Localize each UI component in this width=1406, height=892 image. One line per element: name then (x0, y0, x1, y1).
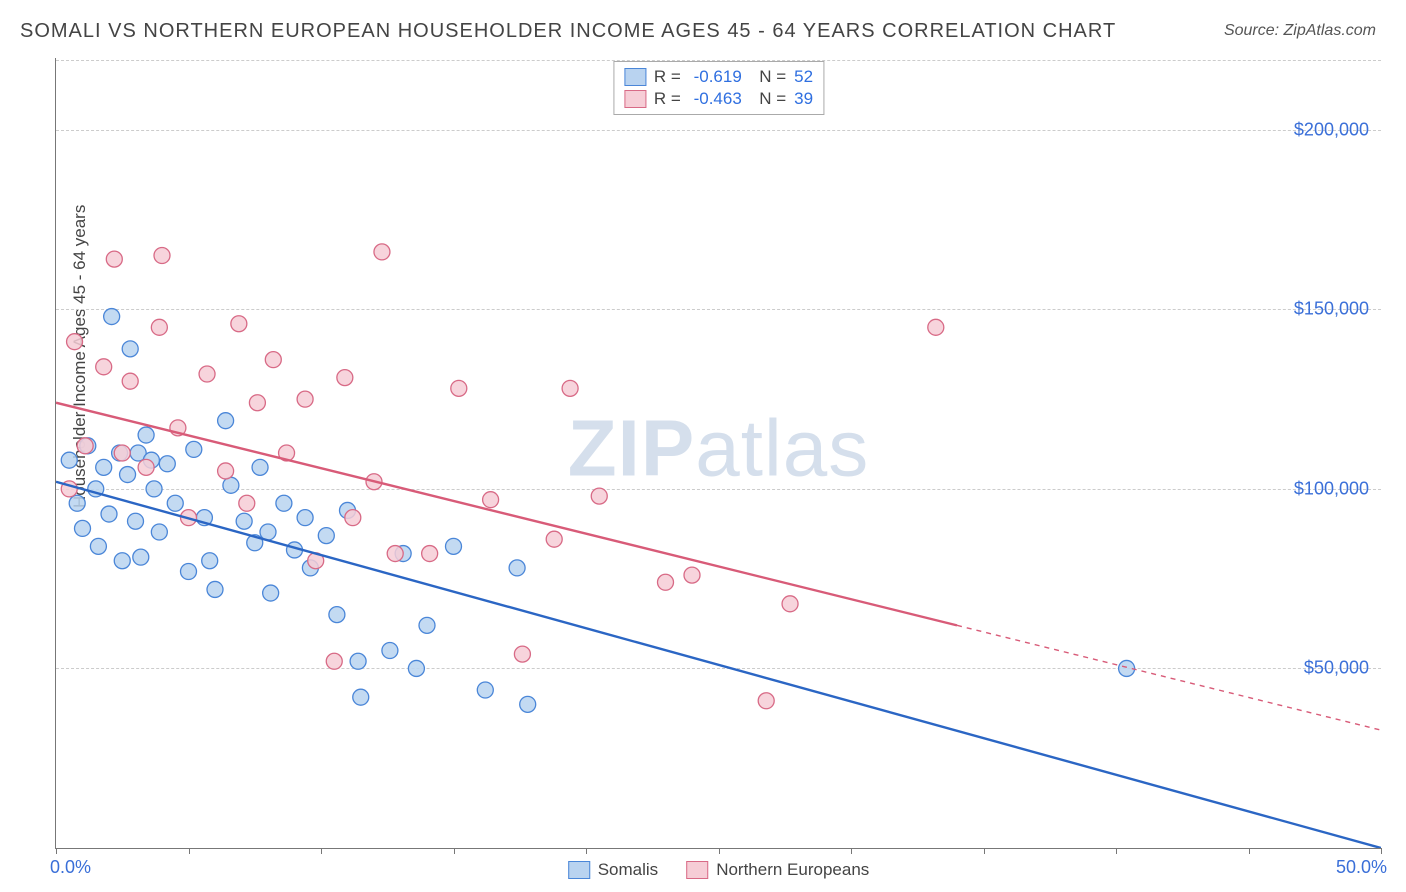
swatch-icon (624, 68, 646, 86)
legend-row-series-a: R = -0.619 N =52 (624, 66, 813, 88)
x-max-label: 50.0% (1336, 857, 1387, 878)
series-legend: Somalis Northern Europeans (568, 860, 870, 880)
swatch-icon (624, 90, 646, 108)
legend-item-northern-europeans: Northern Europeans (686, 860, 869, 880)
x-min-label: 0.0% (50, 857, 91, 878)
correlation-legend: R = -0.619 N =52 R = -0.463 N =39 (613, 61, 824, 115)
legend-row-series-b: R = -0.463 N =39 (624, 88, 813, 110)
chart-svg (56, 58, 1381, 848)
swatch-icon (686, 861, 708, 879)
swatch-icon (568, 861, 590, 879)
plot-area: Householder Income Ages 45 - 64 years $5… (55, 58, 1381, 849)
source-label: Source: ZipAtlas.com (1224, 22, 1376, 40)
legend-item-somalis: Somalis (568, 860, 658, 880)
chart-title: SOMALI VS NORTHERN EUROPEAN HOUSEHOLDER … (20, 20, 1116, 43)
